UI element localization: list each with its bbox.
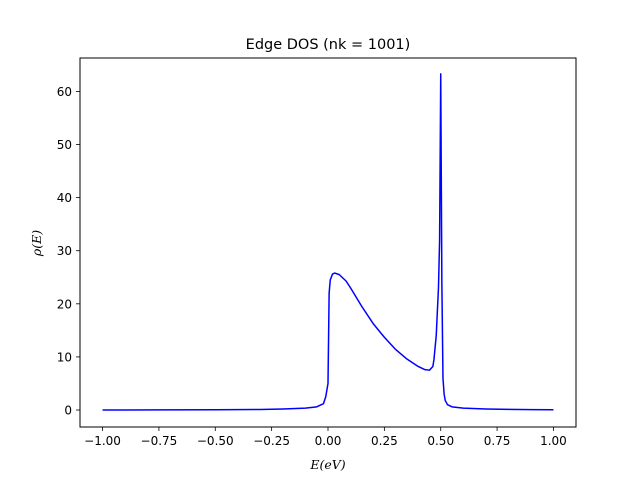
x-axis-label: E(eV) <box>309 457 345 472</box>
x-tick-label: 0.25 <box>371 434 398 448</box>
y-tick-label: 20 <box>57 297 72 311</box>
y-tick-label: 40 <box>57 191 72 205</box>
y-tick-label: 60 <box>57 85 72 99</box>
x-axis-ticks: −1.00 −0.75 −0.50 −0.25 0.00 0.25 0.50 0.75 1.00 <box>84 427 567 448</box>
x-tick-label: −1.00 <box>84 434 121 448</box>
chart-title: Edge DOS (nk = 1001) <box>246 37 411 53</box>
y-tick-label: 10 <box>57 350 72 364</box>
x-tick-label: 0.00 <box>315 434 342 448</box>
x-tick-label: −0.50 <box>197 434 234 448</box>
x-tick-label: −0.25 <box>253 434 290 448</box>
x-tick-label: 0.50 <box>427 434 454 448</box>
x-tick-label: −0.75 <box>141 434 178 448</box>
y-axis-label: ρ(E) <box>29 230 44 257</box>
x-tick-label: 1.00 <box>540 434 567 448</box>
y-tick-label: 30 <box>57 244 72 258</box>
series-line-0 <box>102 73 554 411</box>
series-layer <box>102 73 554 411</box>
y-tick-label: 0 <box>64 404 72 418</box>
x-tick-label: 0.75 <box>484 434 511 448</box>
y-axis-ticks: 0 10 20 30 40 50 60 <box>57 85 80 418</box>
y-tick-label: 50 <box>57 138 72 152</box>
